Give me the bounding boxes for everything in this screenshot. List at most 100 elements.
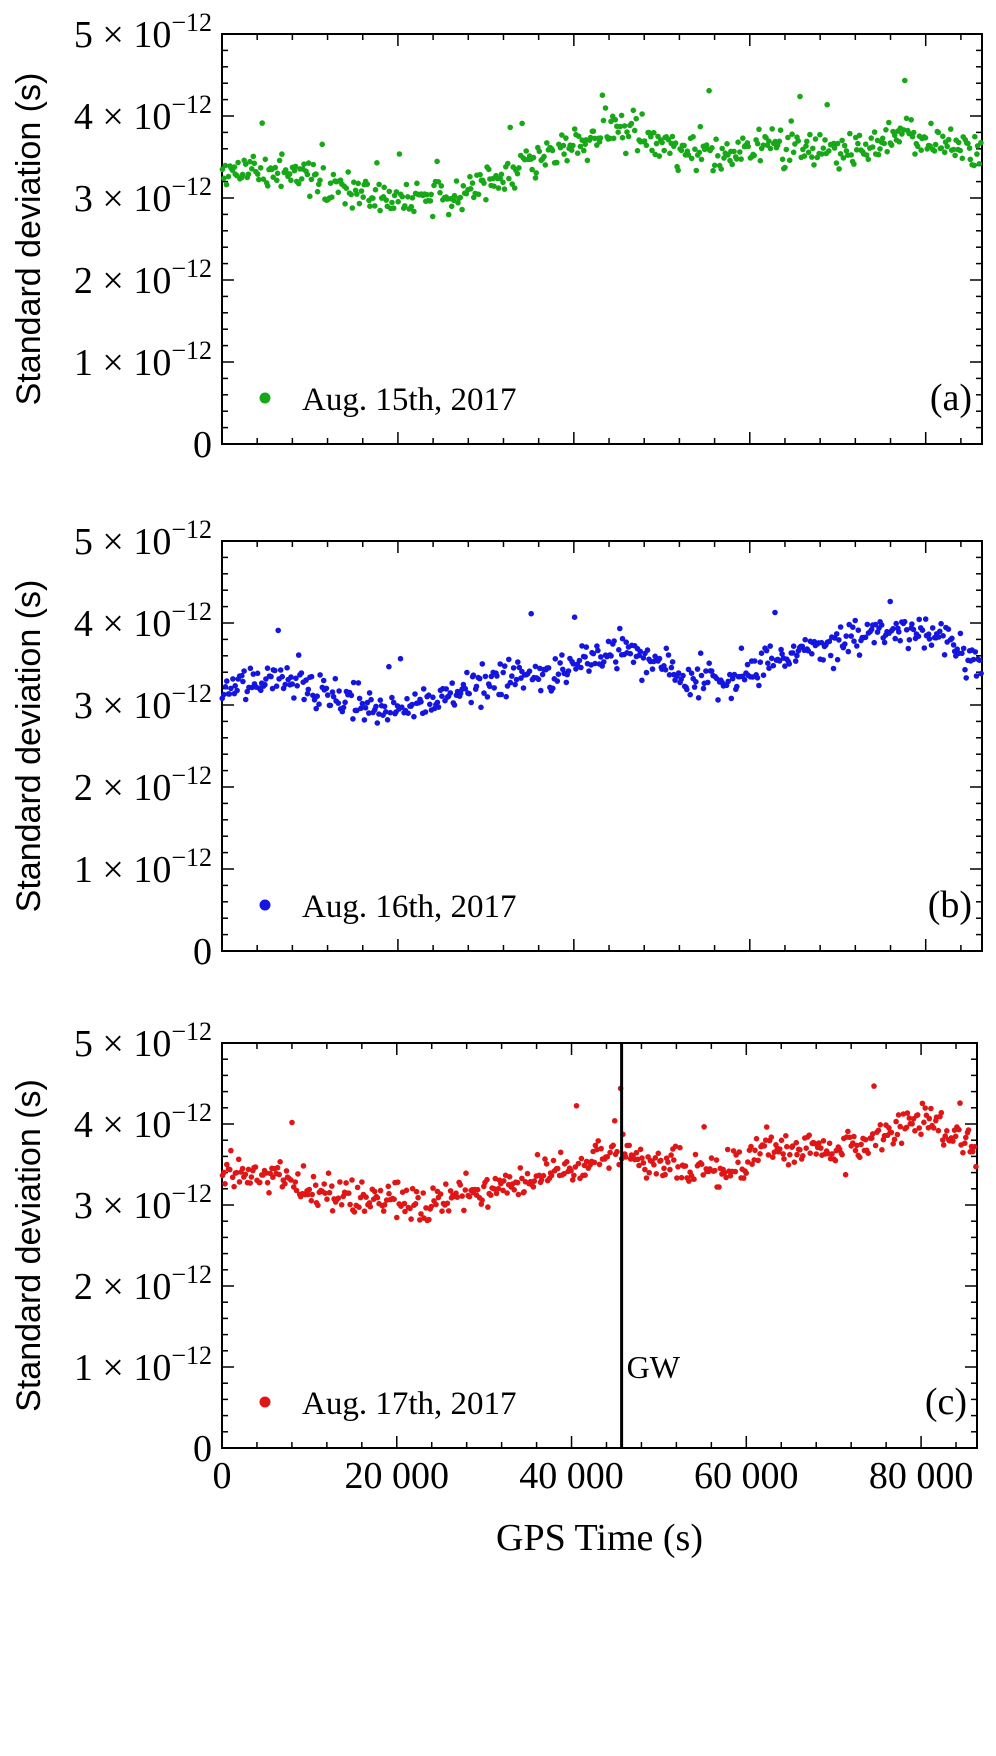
data-point [247, 158, 253, 165]
data-point [313, 171, 319, 177]
data-point [228, 685, 234, 692]
data-point [918, 147, 924, 153]
data-point [708, 1155, 715, 1161]
data-point [315, 1202, 321, 1209]
data-point [557, 1149, 564, 1156]
data-point [651, 1162, 657, 1168]
data-point [671, 1157, 677, 1163]
data-point [221, 175, 227, 182]
data-point [242, 161, 249, 167]
data-point [351, 1209, 358, 1215]
data-point [718, 166, 724, 172]
data-point [928, 1105, 934, 1112]
data-point [790, 149, 797, 156]
data-point [249, 166, 255, 172]
data-point [820, 1138, 827, 1144]
data-point [881, 140, 887, 147]
data-point [405, 710, 411, 716]
data-point [310, 692, 316, 699]
data-point [301, 696, 307, 703]
data-point [516, 664, 523, 671]
data-point [594, 1146, 600, 1153]
data-point [749, 1161, 755, 1167]
data-point [627, 650, 634, 657]
data-point [625, 133, 632, 140]
data-point [231, 164, 238, 170]
data-point [735, 139, 741, 145]
data-point [590, 128, 597, 134]
data-point [276, 1171, 283, 1178]
data-point [554, 159, 560, 166]
data-point [669, 659, 676, 665]
data-point [414, 180, 420, 187]
data-point [420, 1190, 427, 1196]
data-point [723, 1174, 729, 1181]
data-point [820, 657, 826, 663]
data-point [397, 655, 404, 662]
data-point [856, 652, 863, 658]
data-point [561, 151, 567, 157]
data-point [235, 159, 241, 166]
data-point [571, 126, 578, 132]
data-point [854, 1142, 860, 1149]
data-point [745, 1159, 751, 1165]
data-point [633, 1149, 640, 1156]
data-point [800, 1153, 806, 1159]
data-point [945, 626, 952, 632]
data-point [330, 171, 337, 178]
data-point [854, 643, 860, 649]
data-point [711, 162, 718, 169]
data-point [886, 119, 892, 126]
data-point [430, 1185, 436, 1191]
data-point [420, 686, 427, 692]
data-point [649, 147, 655, 154]
data-point [545, 665, 552, 671]
data-point [826, 638, 833, 645]
data-point [786, 157, 793, 164]
data-point [245, 171, 252, 177]
data-point [447, 1188, 454, 1194]
data-point [463, 1170, 469, 1176]
data-point [910, 626, 917, 633]
data-point [519, 1175, 525, 1182]
y-tick-label: 0 [193, 931, 212, 973]
data-point [839, 137, 845, 144]
data-point [298, 176, 305, 182]
data-point [451, 197, 457, 204]
data-point [484, 1176, 490, 1183]
data-point [390, 699, 397, 706]
data-point [837, 624, 844, 630]
data-point [223, 181, 230, 188]
data-point [783, 146, 790, 153]
data-point [740, 135, 746, 141]
data-point [693, 679, 699, 685]
data-point [637, 648, 643, 655]
data-point [291, 167, 298, 174]
data-point [236, 1179, 243, 1185]
data-point [447, 690, 454, 696]
data-point [479, 1197, 485, 1203]
data-point [905, 645, 912, 652]
data-point [712, 1167, 718, 1174]
data-point [688, 155, 695, 162]
data-point [320, 165, 327, 171]
data-point [459, 1193, 466, 1199]
data-point [239, 171, 246, 178]
data-point [634, 147, 641, 154]
data-point [960, 1149, 966, 1156]
data-point [805, 149, 812, 156]
data-point [636, 1162, 642, 1169]
data-point [373, 703, 379, 710]
data-point [972, 133, 978, 140]
data-point [912, 151, 918, 157]
data-point [940, 133, 946, 140]
data-point [678, 1174, 685, 1181]
data-point [524, 1170, 531, 1177]
data-point [371, 1188, 378, 1195]
data-point [443, 686, 450, 692]
data-point [303, 677, 309, 683]
data-point [858, 1141, 864, 1148]
data-point [807, 1150, 813, 1156]
data-point [279, 673, 286, 680]
data-point [364, 699, 371, 706]
